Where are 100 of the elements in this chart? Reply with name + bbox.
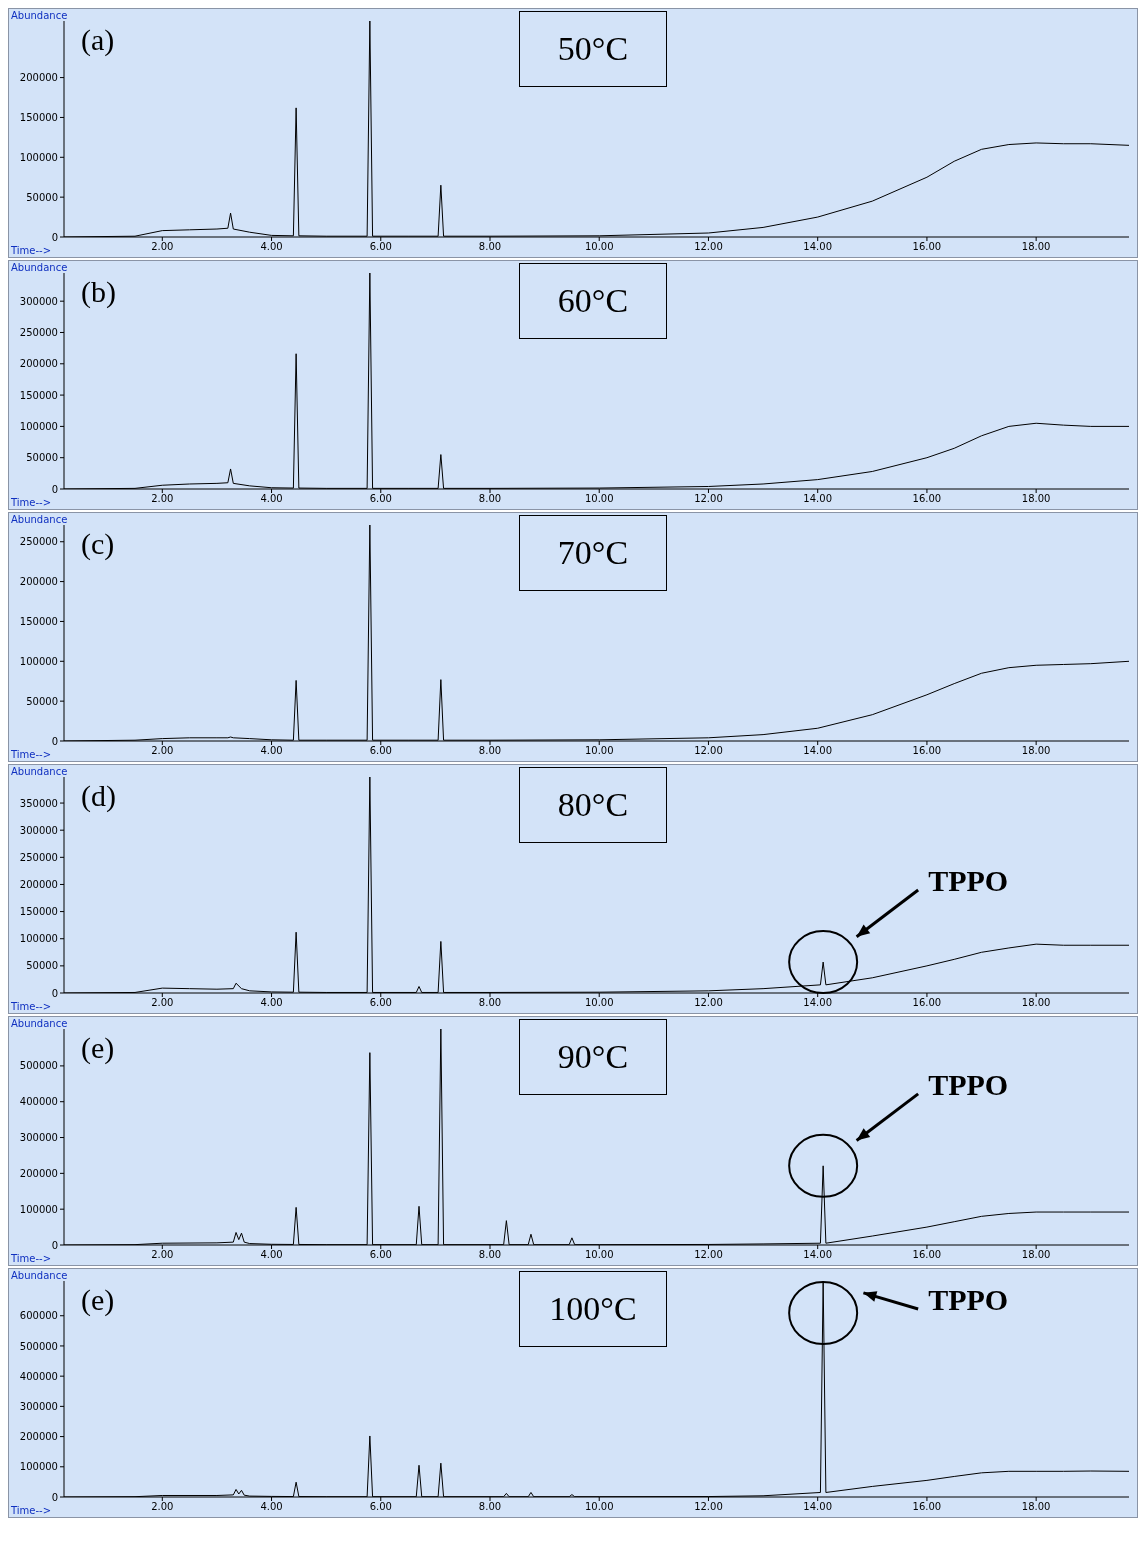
x-tick-label: 14.00 (803, 1249, 833, 1261)
x-tick-label: 16.00 (912, 997, 942, 1009)
x-tick-label: 10.00 (584, 1249, 614, 1261)
x-tick-label: 8.00 (478, 997, 502, 1009)
x-tick-label: 14.00 (803, 745, 833, 757)
x-tick-label: 4.00 (260, 241, 283, 253)
x-tick-label: 4.00 (260, 745, 283, 757)
y-tick-label: 0 (51, 231, 58, 243)
y-tick-label: 100000 (19, 1461, 58, 1473)
x-tick-label: 10.00 (584, 745, 614, 757)
chart-title: 90°C (519, 1019, 667, 1095)
y-tick-label: 400000 (19, 1370, 58, 1382)
x-axis-title: Time--> (11, 1505, 52, 1516)
x-tick-label: 8.00 (478, 493, 502, 505)
x-tick-label: 6.00 (369, 745, 392, 757)
x-tick-label: 18.00 (1021, 1249, 1051, 1261)
y-tick-label: 150000 (19, 389, 58, 401)
y-axis-title: Abundance (11, 1270, 68, 1281)
y-tick-label: 50000 (26, 695, 58, 707)
x-tick-label: 18.00 (1021, 1501, 1051, 1513)
y-axis-title: Abundance (11, 10, 68, 21)
y-tick-label: 0 (51, 1239, 58, 1251)
x-tick-label: 10.00 (584, 493, 614, 505)
x-tick-label: 2.00 (151, 745, 174, 757)
x-tick-label: 14.00 (803, 1501, 833, 1513)
y-axis-title: Abundance (11, 1018, 68, 1029)
x-tick-label: 8.00 (478, 745, 502, 757)
y-tick-label: 150000 (19, 906, 58, 918)
y-tick-label: 300000 (19, 295, 58, 307)
x-axis-title: Time--> (11, 497, 52, 508)
x-tick-label: 2.00 (151, 1501, 174, 1513)
annotation: (b) (81, 275, 116, 309)
annotation: TPPO (928, 1067, 1009, 1102)
y-tick-label: 500000 (19, 1060, 58, 1072)
y-tick-label: 200000 (19, 1167, 58, 1179)
x-tick-label: 6.00 (369, 241, 392, 253)
x-tick-label: 16.00 (912, 745, 942, 757)
x-tick-label: 18.00 (1021, 493, 1051, 505)
y-tick-label: 50000 (26, 452, 58, 464)
x-tick-label: 12.00 (694, 1501, 723, 1513)
y-tick-label: 500000 (19, 1340, 58, 1352)
y-tick-label: 250000 (19, 851, 58, 863)
y-tick-label: 50000 (26, 191, 58, 203)
x-axis-title: Time--> (11, 245, 52, 256)
x-tick-label: 12.00 (694, 745, 723, 757)
y-tick-label: 100000 (19, 151, 58, 163)
y-tick-label: 100000 (19, 655, 58, 667)
y-tick-label: 150000 (19, 615, 58, 627)
x-tick-label: 8.00 (478, 241, 502, 253)
y-tick-label: 0 (51, 987, 58, 999)
x-tick-label: 18.00 (1021, 997, 1051, 1009)
y-tick-label: 400000 (19, 1096, 58, 1108)
y-axis-title: Abundance (11, 514, 68, 525)
y-tick-label: 600000 (19, 1310, 58, 1322)
y-tick-label: 200000 (19, 358, 58, 370)
x-tick-label: 2.00 (151, 241, 174, 253)
x-tick-label: 2.00 (151, 1249, 174, 1261)
annotation: TPPO (928, 1283, 1009, 1317)
x-tick-label: 6.00 (369, 997, 392, 1009)
x-tick-label: 6.00 (369, 1501, 392, 1513)
y-tick-label: 200000 (19, 576, 58, 588)
annotation: (c) (81, 527, 115, 561)
annotation: (d) (81, 779, 116, 813)
x-tick-label: 10.00 (584, 1501, 614, 1513)
annotation: (e) (81, 1283, 115, 1317)
chart-title: 80°C (519, 767, 667, 843)
x-tick-label: 2.00 (151, 997, 174, 1009)
y-tick-label: 250000 (19, 536, 58, 548)
annotation: (e) (81, 1031, 115, 1065)
x-axis-title: Time--> (11, 1253, 52, 1264)
x-tick-label: 4.00 (260, 1249, 283, 1261)
y-tick-label: 100000 (19, 933, 58, 945)
y-tick-label: 250000 (19, 327, 58, 339)
y-axis-title: Abundance (11, 766, 68, 777)
x-tick-label: 16.00 (912, 493, 942, 505)
y-tick-label: 200000 (19, 879, 58, 891)
y-tick-label: 200000 (19, 72, 58, 84)
x-axis-title: Time--> (11, 749, 52, 760)
x-tick-label: 10.00 (584, 997, 614, 1009)
annotation: (a) (81, 23, 115, 57)
chart-title: 60°C (519, 263, 667, 339)
y-tick-label: 300000 (19, 824, 58, 836)
chart-title: 50°C (519, 11, 667, 87)
y-tick-label: 300000 (19, 1400, 58, 1412)
y-tick-label: 300000 (19, 1132, 58, 1144)
annotation: TPPO (928, 864, 1009, 899)
x-tick-label: 2.00 (151, 493, 174, 505)
x-tick-label: 8.00 (478, 1249, 502, 1261)
x-tick-label: 4.00 (260, 493, 283, 505)
x-tick-label: 16.00 (912, 1249, 942, 1261)
y-tick-label: 0 (51, 1491, 58, 1503)
x-tick-label: 10.00 (584, 241, 614, 253)
chart-title: 100°C (519, 1271, 667, 1347)
x-tick-label: 14.00 (803, 241, 833, 253)
x-tick-label: 16.00 (912, 1501, 942, 1513)
y-tick-label: 100000 (19, 1203, 58, 1215)
x-tick-label: 4.00 (260, 1501, 283, 1513)
x-tick-label: 6.00 (369, 493, 392, 505)
y-tick-label: 100000 (19, 420, 58, 432)
x-tick-label: 18.00 (1021, 745, 1051, 757)
